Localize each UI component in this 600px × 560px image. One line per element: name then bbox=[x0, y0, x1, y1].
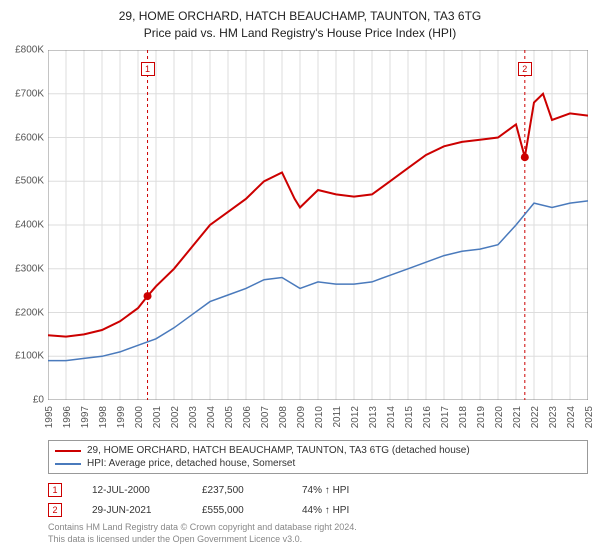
legend-label: 29, HOME ORCHARD, HATCH BEAUCHAMP, TAUNT… bbox=[87, 445, 470, 456]
x-tick-label: 2021 bbox=[512, 406, 523, 428]
x-tick-label: 2014 bbox=[386, 406, 397, 428]
y-tick-label: £600K bbox=[15, 132, 44, 143]
event-marker-flag: 2 bbox=[518, 62, 532, 76]
x-tick-label: 2003 bbox=[188, 406, 199, 428]
footer-line-2: This data is licensed under the Open Gov… bbox=[48, 534, 588, 546]
event-date: 12-JUL-2000 bbox=[92, 485, 172, 496]
x-tick-label: 2025 bbox=[584, 406, 595, 428]
legend-row: HPI: Average price, detached house, Some… bbox=[55, 457, 581, 470]
y-tick-label: £400K bbox=[15, 220, 44, 231]
x-tick-label: 1997 bbox=[80, 406, 91, 428]
y-tick-label: £700K bbox=[15, 88, 44, 99]
event-row: 2 29-JUN-2021 £555,000 44% ↑ HPI bbox=[48, 500, 588, 520]
title-block: 29, HOME ORCHARD, HATCH BEAUCHAMP, TAUNT… bbox=[0, 0, 600, 42]
x-tick-label: 2008 bbox=[278, 406, 289, 428]
event-price: £237,500 bbox=[202, 485, 272, 496]
x-tick-label: 2009 bbox=[296, 406, 307, 428]
x-tick-label: 1998 bbox=[98, 406, 109, 428]
x-tick-label: 2001 bbox=[152, 406, 163, 428]
y-tick-label: £100K bbox=[15, 351, 44, 362]
event-marker-box: 1 bbox=[48, 483, 62, 497]
y-tick-label: £0 bbox=[33, 395, 44, 406]
x-tick-label: 2000 bbox=[134, 406, 145, 428]
legend-swatch bbox=[55, 463, 81, 465]
event-date: 29-JUN-2021 bbox=[92, 505, 172, 516]
y-tick-label: £200K bbox=[15, 307, 44, 318]
event-price: £555,000 bbox=[202, 505, 272, 516]
x-tick-label: 2012 bbox=[350, 406, 361, 428]
event-marker-box: 2 bbox=[48, 503, 62, 517]
x-tick-label: 2024 bbox=[566, 406, 577, 428]
x-tick-label: 2023 bbox=[548, 406, 559, 428]
x-tick-label: 2016 bbox=[422, 406, 433, 428]
x-tick-label: 2011 bbox=[332, 406, 343, 428]
legend-swatch bbox=[55, 450, 81, 452]
x-tick-label: 1996 bbox=[62, 406, 73, 428]
x-tick-label: 2010 bbox=[314, 406, 325, 428]
x-tick-label: 2007 bbox=[260, 406, 271, 428]
event-table: 1 12-JUL-2000 £237,500 74% ↑ HPI 2 29-JUN-202… bbox=[48, 480, 588, 520]
x-tick-label: 1995 bbox=[44, 406, 55, 428]
x-tick-label: 2020 bbox=[494, 406, 505, 428]
x-tick-label: 2004 bbox=[206, 406, 217, 428]
title-line-1: 29, HOME ORCHARD, HATCH BEAUCHAMP, TAUNT… bbox=[0, 8, 600, 25]
x-tick-label: 2005 bbox=[224, 406, 235, 428]
y-tick-label: £500K bbox=[15, 176, 44, 187]
event-pct: 44% ↑ HPI bbox=[302, 505, 382, 516]
x-tick-label: 2017 bbox=[440, 406, 451, 428]
y-tick-label: £800K bbox=[15, 45, 44, 56]
x-tick-label: 2015 bbox=[404, 406, 415, 428]
y-tick-label: £300K bbox=[15, 263, 44, 274]
title-line-2: Price paid vs. HM Land Registry's House … bbox=[0, 25, 600, 42]
legend: 29, HOME ORCHARD, HATCH BEAUCHAMP, TAUNT… bbox=[48, 440, 588, 474]
x-tick-label: 2002 bbox=[170, 406, 181, 428]
event-row: 1 12-JUL-2000 £237,500 74% ↑ HPI bbox=[48, 480, 588, 500]
chart-container: 29, HOME ORCHARD, HATCH BEAUCHAMP, TAUNT… bbox=[0, 0, 600, 560]
event-marker-flag: 1 bbox=[141, 62, 155, 76]
footer: Contains HM Land Registry data © Crown c… bbox=[48, 522, 588, 545]
event-pct: 74% ↑ HPI bbox=[302, 485, 382, 496]
legend-row: 29, HOME ORCHARD, HATCH BEAUCHAMP, TAUNT… bbox=[55, 444, 581, 457]
x-tick-label: 1999 bbox=[116, 406, 127, 428]
chart-area: 12£0£100K£200K£300K£400K£500K£600K£700K£… bbox=[48, 50, 588, 400]
legend-label: HPI: Average price, detached house, Some… bbox=[87, 458, 295, 469]
chart-svg bbox=[48, 50, 588, 400]
x-tick-label: 2013 bbox=[368, 406, 379, 428]
x-tick-label: 2018 bbox=[458, 406, 469, 428]
x-tick-label: 2006 bbox=[242, 406, 253, 428]
x-tick-label: 2019 bbox=[476, 406, 487, 428]
footer-line-1: Contains HM Land Registry data © Crown c… bbox=[48, 522, 588, 534]
x-tick-label: 2022 bbox=[530, 406, 541, 428]
